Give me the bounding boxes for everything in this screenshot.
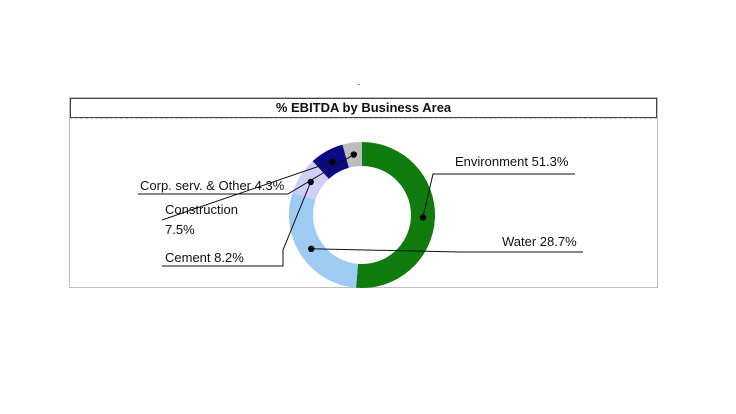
leader-dot-cement <box>307 178 314 186</box>
slice-label-construction-line1: Construction <box>165 202 238 217</box>
slice-label-water: Water 28.7% <box>502 234 577 249</box>
leader-lines <box>138 151 583 267</box>
leader-line-construction <box>161 161 333 221</box>
leader-line-corp-serv-other <box>138 154 355 195</box>
leader-line-cement <box>162 181 312 267</box>
slice-label-corp-serv-other: Corp. serv. & Other 4.3% <box>140 178 285 193</box>
slice-label-cement: Cement 8.2% <box>165 250 244 265</box>
leader-dot-construction <box>329 158 336 165</box>
stray-mark <box>358 84 360 85</box>
leader-dot-corp-serv-other <box>350 151 357 158</box>
donut-slices <box>289 142 435 288</box>
chart-title: % EBITDA by Business Area <box>70 98 657 118</box>
slice-label-construction-line2: 7.5% <box>165 222 195 237</box>
leader-dot-water <box>308 245 315 253</box>
leader-dot-environment <box>419 214 427 221</box>
slice-water <box>289 192 359 288</box>
leader-line-water <box>311 248 583 253</box>
title-divider <box>70 118 657 119</box>
slice-label-environment: Environment 51.3% <box>455 154 569 169</box>
leader-line-environment <box>422 173 575 218</box>
